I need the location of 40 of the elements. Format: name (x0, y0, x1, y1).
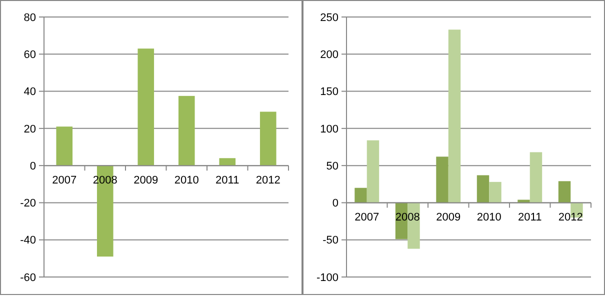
bar (260, 112, 276, 166)
x-tick-label: 2009 (134, 174, 158, 187)
bar (354, 188, 367, 203)
bar (219, 158, 236, 166)
x-tick-label: 2012 (256, 174, 280, 187)
bar (448, 30, 461, 203)
y-tick-label: 80 (24, 12, 36, 24)
y-tick-label: 20 (24, 123, 36, 136)
bar (366, 140, 380, 203)
bar (530, 152, 542, 203)
bar (138, 48, 154, 166)
bar (476, 175, 490, 203)
bar (178, 96, 195, 166)
y-tick-label: -100 (316, 272, 338, 284)
x-tick-label: 2010 (174, 174, 199, 187)
x-tick-label: 2010 (476, 212, 502, 224)
y-tick-label: -60 (20, 272, 36, 284)
x-tick-label: 2007 (354, 212, 380, 224)
y-tick-label: 250 (320, 12, 338, 24)
y-tick-label: 150 (320, 86, 338, 98)
x-tick-label: 2008 (395, 212, 420, 224)
x-tick-label: 2012 (558, 212, 583, 224)
bar (489, 182, 502, 203)
y-tick-label: -40 (20, 234, 36, 247)
y-tick-label: 50 (326, 160, 338, 172)
y-tick-label: -20 (20, 198, 36, 210)
y-tick-label: 100 (320, 123, 338, 136)
bar (436, 156, 448, 203)
x-tick-label: 2009 (436, 212, 461, 224)
x-tick-label: 2011 (216, 174, 240, 187)
x-tick-label: 2011 (518, 212, 542, 224)
y-tick-label: 200 (320, 48, 338, 61)
bar (56, 126, 73, 166)
x-tick-label: 2007 (52, 174, 77, 187)
y-tick-label: 0 (30, 160, 36, 172)
y-tick-label: 40 (24, 86, 36, 98)
y-tick-label: 0 (332, 198, 338, 210)
y-tick-label: -50 (322, 234, 338, 247)
y-tick-label: 60 (24, 48, 36, 61)
bar (558, 181, 571, 203)
